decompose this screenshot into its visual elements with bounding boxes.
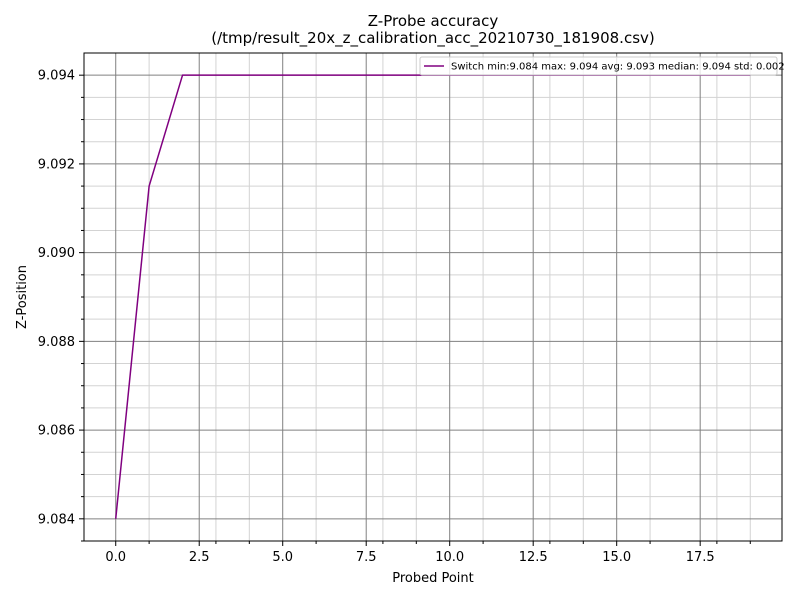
- x-tick-label: 0.0: [105, 550, 126, 565]
- x-tick-label: 7.5: [356, 550, 377, 565]
- y-tick-label: 9.094: [38, 69, 75, 84]
- chart-title: Z-Probe accuracy: [368, 12, 499, 30]
- y-tick-label: 9.084: [38, 512, 75, 527]
- legend-box: [419, 56, 778, 76]
- x-tick-label: 12.5: [519, 550, 548, 565]
- legend: Switch min:9.084 max: 9.094 avg: 9.093 m…: [419, 56, 785, 76]
- y-tick-label: 9.092: [38, 157, 75, 172]
- chart-subtitle: (/tmp/result_20x_z_calibration_acc_20210…: [211, 29, 655, 48]
- x-tick-label: 10.0: [435, 550, 464, 565]
- axis-ticks: 0.0 2.5 5.0 7.5 10.0 12.5 15.0 17.5 9.084 9.086 9.…: [38, 69, 751, 565]
- x-tick-label: 5.0: [272, 550, 293, 565]
- legend-label: Switch min:9.084 max: 9.094 avg: 9.093 m…: [451, 62, 785, 73]
- y-tick-label: 9.088: [38, 335, 75, 350]
- x-tick-label: 17.5: [686, 550, 715, 565]
- y-axis-label: Z-Position: [15, 265, 30, 329]
- y-tick-label: 9.090: [38, 246, 75, 261]
- x-tick-label: 15.0: [602, 550, 631, 565]
- x-tick-label: 2.5: [189, 550, 210, 565]
- y-tick-label: 9.086: [38, 424, 75, 439]
- x-axis-label: Probed Point: [392, 571, 474, 586]
